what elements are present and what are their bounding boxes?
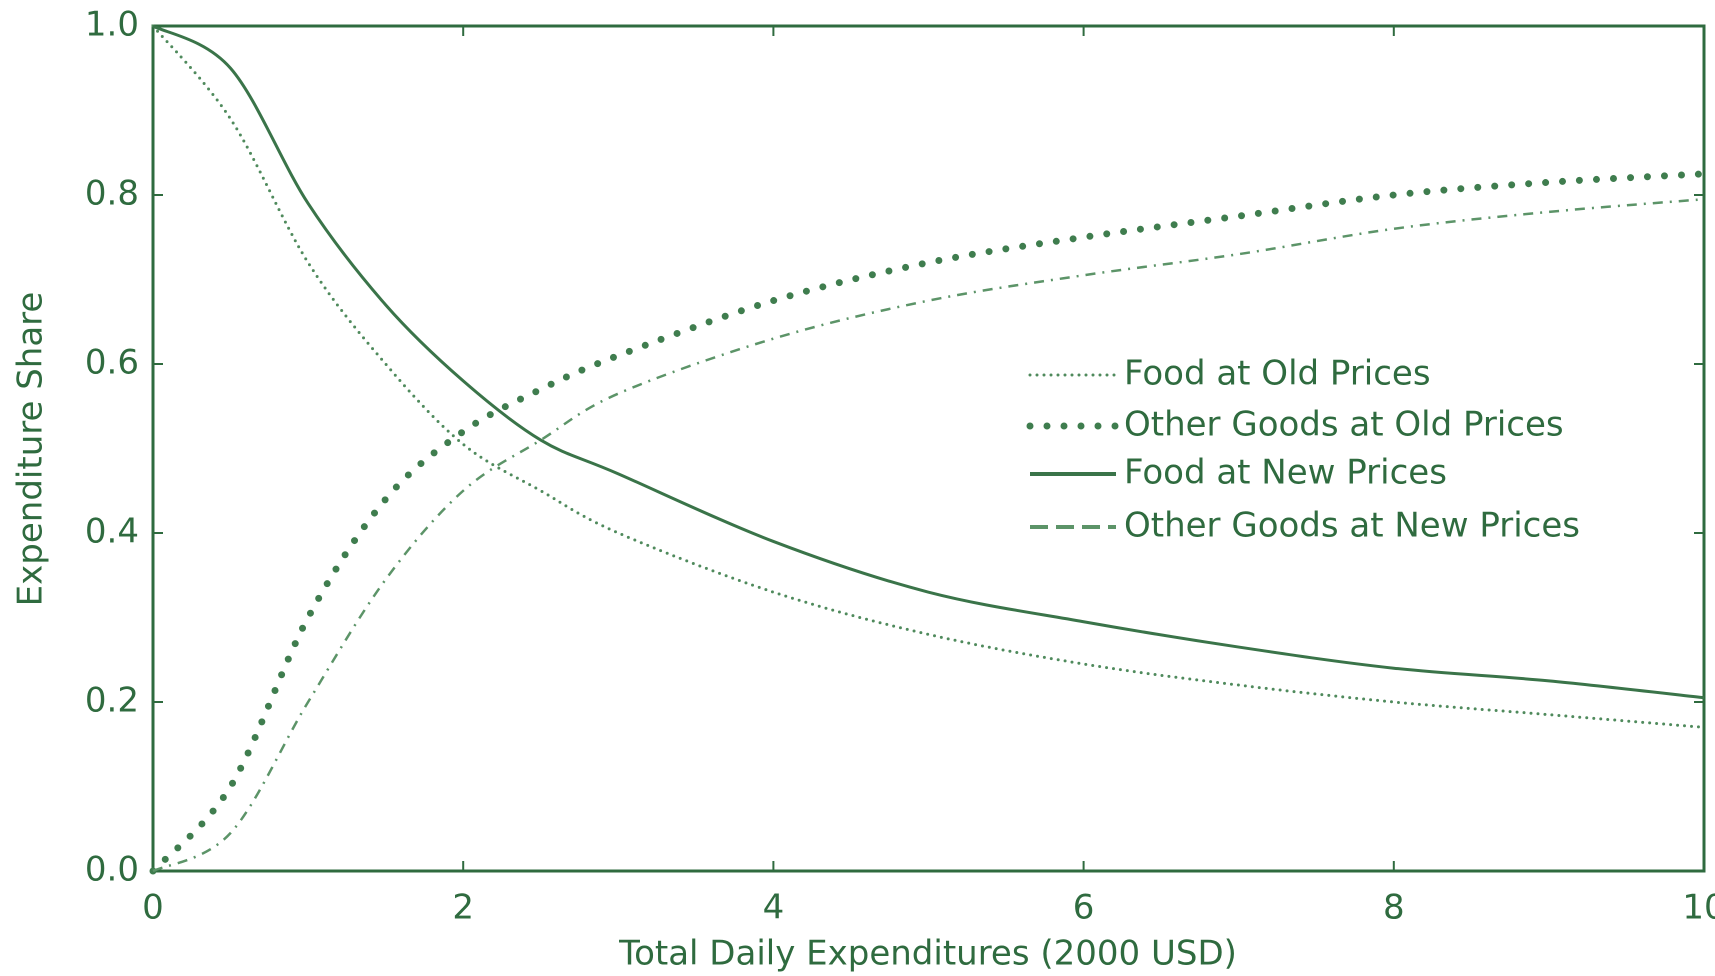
plot-frame xyxy=(151,24,1706,873)
y-tick-label: 0.0 xyxy=(85,850,139,890)
legend-label: Other Goods at Old Prices xyxy=(1124,405,1564,445)
series-line xyxy=(152,197,1705,873)
legend-label: Food at Old Prices xyxy=(1124,354,1431,394)
series-line xyxy=(149,170,1708,875)
x-tick-label: 8 xyxy=(1383,888,1405,928)
series-line xyxy=(152,24,1705,700)
x-tick-label: 10 xyxy=(1682,888,1715,928)
y-tick-label: 0.6 xyxy=(85,343,139,383)
x-tick-label: 4 xyxy=(763,888,785,928)
x-tick-label: 6 xyxy=(1073,888,1095,928)
x-tick-label: 0 xyxy=(142,888,164,928)
y-tick-label: 1.0 xyxy=(85,5,139,45)
legend-label: Other Goods at New Prices xyxy=(1124,506,1580,546)
y-tick-label: 0.8 xyxy=(85,174,139,214)
series-line xyxy=(151,24,1706,729)
legend-label: Food at New Prices xyxy=(1124,453,1447,493)
y-axis-label: Expenditure Share xyxy=(11,292,51,607)
x-axis-label: Total Daily Expenditures (2000 USD) xyxy=(618,934,1237,974)
y-tick-label: 0.4 xyxy=(85,512,139,552)
x-tick-label: 2 xyxy=(452,888,474,928)
y-tick-label: 0.2 xyxy=(85,681,139,721)
